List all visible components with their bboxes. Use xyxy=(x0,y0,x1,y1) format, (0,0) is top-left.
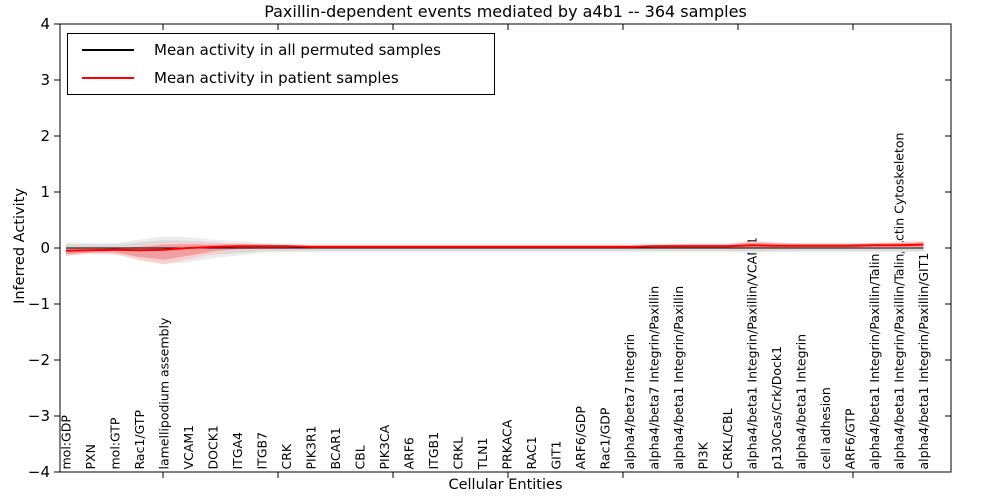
x-category-label: ITGA4 xyxy=(230,432,245,470)
legend-line-sample-red xyxy=(82,77,134,80)
x-category-label: CRKL xyxy=(451,437,466,470)
x-category-label: RAC1 xyxy=(524,436,539,469)
y-tick-label: 1 xyxy=(40,183,50,201)
x-category-label: VCAM1 xyxy=(181,425,196,470)
x-category-label: alpha4/beta7 Integrin xyxy=(622,334,637,470)
x-category-label: PIK3CA xyxy=(377,424,392,469)
x-category-label: alpha4/beta1 Integrin/Paxillin/VCAM1 xyxy=(745,237,760,469)
x-category-label: CRK xyxy=(279,443,294,469)
chart-title: Paxillin-dependent events mediated by a4… xyxy=(264,2,747,21)
x-category-label: PIK3R1 xyxy=(304,425,319,469)
patient-mean-line xyxy=(65,243,924,252)
x-category-label: Rac1/GDP xyxy=(598,407,613,469)
x-category-label: mol:GTP xyxy=(108,417,123,469)
x-category-label: ARF6/GTP xyxy=(843,408,858,469)
x-category-label: alpha4/beta7 Integrin/Paxillin xyxy=(647,286,662,470)
x-category-label: PI3K xyxy=(696,441,711,469)
x-category-label: alpha4/beta1 Integrin xyxy=(794,334,809,470)
x-category-label: ARF6/GDP xyxy=(573,406,588,470)
y-tick-label: 0 xyxy=(40,239,50,257)
y-tick-label: −1 xyxy=(28,295,50,313)
x-category-label: mol:GDP xyxy=(59,415,74,470)
std-band xyxy=(66,240,924,259)
x-category-label: ARF6 xyxy=(402,437,417,469)
x-category-label: lamellipodium assembly xyxy=(157,317,172,469)
legend: Mean activity in all permuted samples Me… xyxy=(67,33,495,95)
x-category-label: ITGB1 xyxy=(426,432,441,470)
y-tick-label: −2 xyxy=(28,351,50,369)
x-category-label: BCAR1 xyxy=(328,427,343,469)
x-category-label: alpha4/beta1 Integrin/Paxillin/Talin/Act… xyxy=(892,133,907,470)
y-tick-label: 3 xyxy=(40,71,50,89)
y-tick-label: 2 xyxy=(40,127,50,145)
x-category-label: alpha4/beta1 Integrin/Paxillin/GIT1 xyxy=(916,253,931,470)
x-category-label: CBL xyxy=(353,445,368,469)
y-tick-label: 4 xyxy=(40,15,50,33)
x-category-label: TLN1 xyxy=(475,438,490,471)
legend-label: Mean activity in all permuted samples xyxy=(154,40,441,59)
legend-entry-patient: Mean activity in patient samples xyxy=(68,65,494,91)
x-category-label: alpha4/beta1 Integrin/Paxillin/Talin xyxy=(867,254,882,470)
x-category-label: DOCK1 xyxy=(206,425,221,469)
x-category-label: GIT1 xyxy=(549,441,564,470)
x-category-label: CRKL/CBL xyxy=(720,408,735,469)
y-axis-title: Inferred Activity xyxy=(12,188,28,304)
x-category-label: alpha4/beta1 Integrin/Paxillin xyxy=(671,286,686,470)
y-tick-label: −4 xyxy=(28,463,50,481)
x-category-label: cell adhesion xyxy=(818,387,833,469)
x-category-label: Rac1/GTP xyxy=(132,410,147,470)
x-category-label: ITGB7 xyxy=(255,432,270,470)
legend-label: Mean activity in patient samples xyxy=(154,69,399,88)
legend-line-sample-black xyxy=(82,48,134,51)
x-axis-title: Cellular Entities xyxy=(448,477,563,493)
x-category-label: PXN xyxy=(83,444,98,469)
y-tick-label: −3 xyxy=(28,407,50,425)
legend-entry-permuted: Mean activity in all permuted samples xyxy=(68,37,494,63)
x-category-label: PRKACA xyxy=(500,419,515,469)
x-category-label: p130Cas/Crk/Dock1 xyxy=(769,346,784,470)
